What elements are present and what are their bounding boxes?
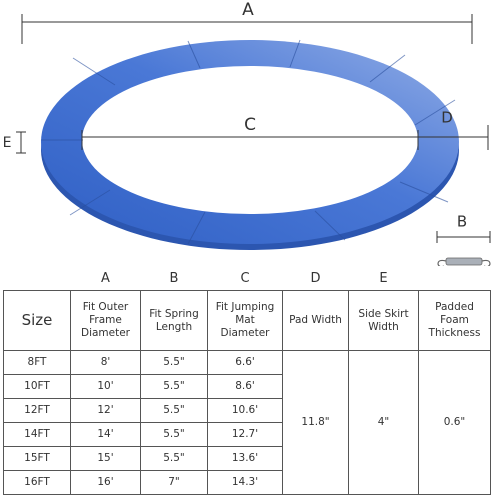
table-cell: 14.3' [207, 470, 283, 495]
label-e: E [3, 135, 12, 151]
blank-cell [4, 266, 71, 291]
table-cell: 5.5" [140, 350, 208, 375]
label-a: A [242, 0, 254, 20]
data-row: 16FT 16' 7" 14.3' [3, 470, 491, 495]
table-cell: 14' [70, 422, 141, 447]
label-c: C [244, 115, 256, 135]
data-row: 10FT 10' 5.5" 8.6' [3, 374, 491, 399]
table-cell: 15FT [3, 446, 71, 471]
header-cell: Side Skirt Width [348, 290, 419, 351]
table-cell: 5.5" [140, 446, 208, 471]
shared-cell: 0.6" [418, 350, 491, 495]
spring [437, 257, 491, 266]
dimension-lines [16, 14, 491, 243]
table-cell: 8.6' [207, 374, 283, 399]
table-cell: 8' [70, 350, 141, 375]
table-cell: 12' [70, 398, 141, 423]
blank-cell [419, 266, 491, 291]
header-cell: Fit Spring Length [140, 290, 208, 351]
shared-cell: 4" [348, 350, 419, 495]
header-cell: Size [3, 290, 71, 351]
data-row: 15FT 15' 5.5" 13.6' [3, 446, 491, 471]
table-cell: 13.6' [207, 446, 283, 471]
header-cell: Fit Jumping Mat Diameter [207, 290, 283, 351]
column-letter: C [240, 270, 250, 286]
table-cell: 14FT [3, 422, 71, 447]
column-letter: B [169, 270, 179, 286]
data-row: 14FT 14' 5.5" 12.7' [3, 422, 491, 447]
column-letter: D [310, 270, 321, 286]
table-cell: 10' [70, 374, 141, 399]
table-cell: 15' [70, 446, 141, 471]
table-cell: 5.5" [140, 398, 208, 423]
table-cell: 8FT [3, 350, 71, 375]
header-cell: Fit Outer Frame Diameter [70, 290, 141, 351]
table-cell: 10.6' [207, 398, 283, 423]
spec-table: A B C D E Size Fit Outer Frame Diameter Fit Spr… [3, 266, 491, 495]
diagram: A C D E B [3, 0, 491, 266]
column-letters: A B C D E [4, 266, 491, 291]
table-cell: 6.6' [207, 350, 283, 375]
table-cell: 5.5" [140, 374, 208, 399]
column-letter: A [101, 270, 110, 286]
table-cell: 10FT [3, 374, 71, 399]
data-row: 8FT 8' 5.5" 6.6' 11.8" 4" 0.6" [3, 350, 491, 495]
table-cell: 12.7' [207, 422, 283, 447]
table-cell: 16FT [3, 470, 71, 495]
ring-hole [82, 66, 418, 214]
table-cell: 7" [140, 470, 208, 495]
table-cell: 5.5" [140, 422, 208, 447]
shared-cell: 11.8" [282, 350, 349, 495]
header-cell: Pad Width [282, 290, 349, 351]
pad-seams [41, 39, 456, 245]
label-d: D [441, 109, 453, 127]
table-cell: 16' [70, 470, 141, 495]
label-b: B [457, 213, 467, 231]
table-cell: 12FT [3, 398, 71, 423]
column-letter: E [379, 270, 388, 286]
header-row: Size Fit Outer Frame Diameter Fit Spring L… [3, 290, 491, 351]
header-cell: Padded Foam Thickness [418, 290, 491, 351]
